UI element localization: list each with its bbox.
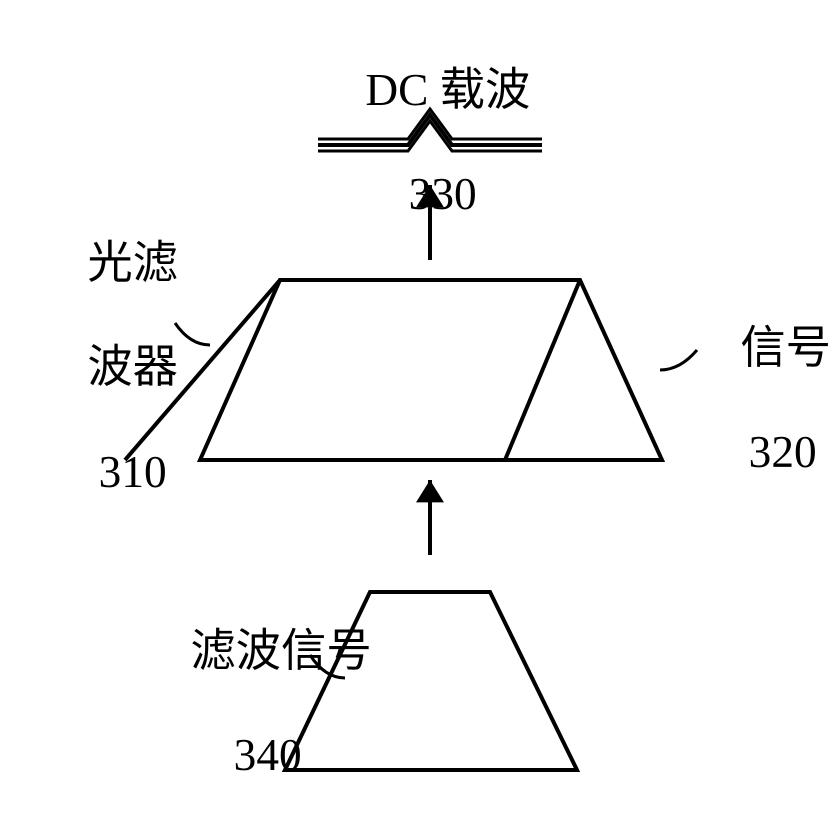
label-filter-line2: 波器: [87, 342, 178, 392]
label-filtered-line1: 滤波信号: [190, 626, 371, 676]
label-signal: 信号 320: [695, 270, 825, 531]
label-signal-line1: 信号: [740, 323, 831, 373]
arrow-bottom-head: [416, 480, 444, 502]
label-filter-num: 310: [99, 447, 167, 497]
label-filter-line1: 光滤: [87, 238, 178, 288]
label-filtered-num: 340: [234, 730, 302, 780]
callout-signal: [660, 350, 697, 370]
filter-right-edge: [505, 280, 580, 460]
label-dc-carrier: DC 载波 330: [320, 12, 520, 273]
label-optical-filter: 光滤 波器 310: [40, 185, 180, 550]
signal-trapezoid: [200, 280, 662, 460]
label-signal-num: 320: [749, 427, 817, 477]
label-filtered-signal: 滤波信号 340: [145, 573, 345, 834]
label-dc-num: 330: [409, 169, 477, 219]
callout-filter: [175, 323, 210, 345]
label-dc-line1: DC 载波: [365, 65, 530, 115]
